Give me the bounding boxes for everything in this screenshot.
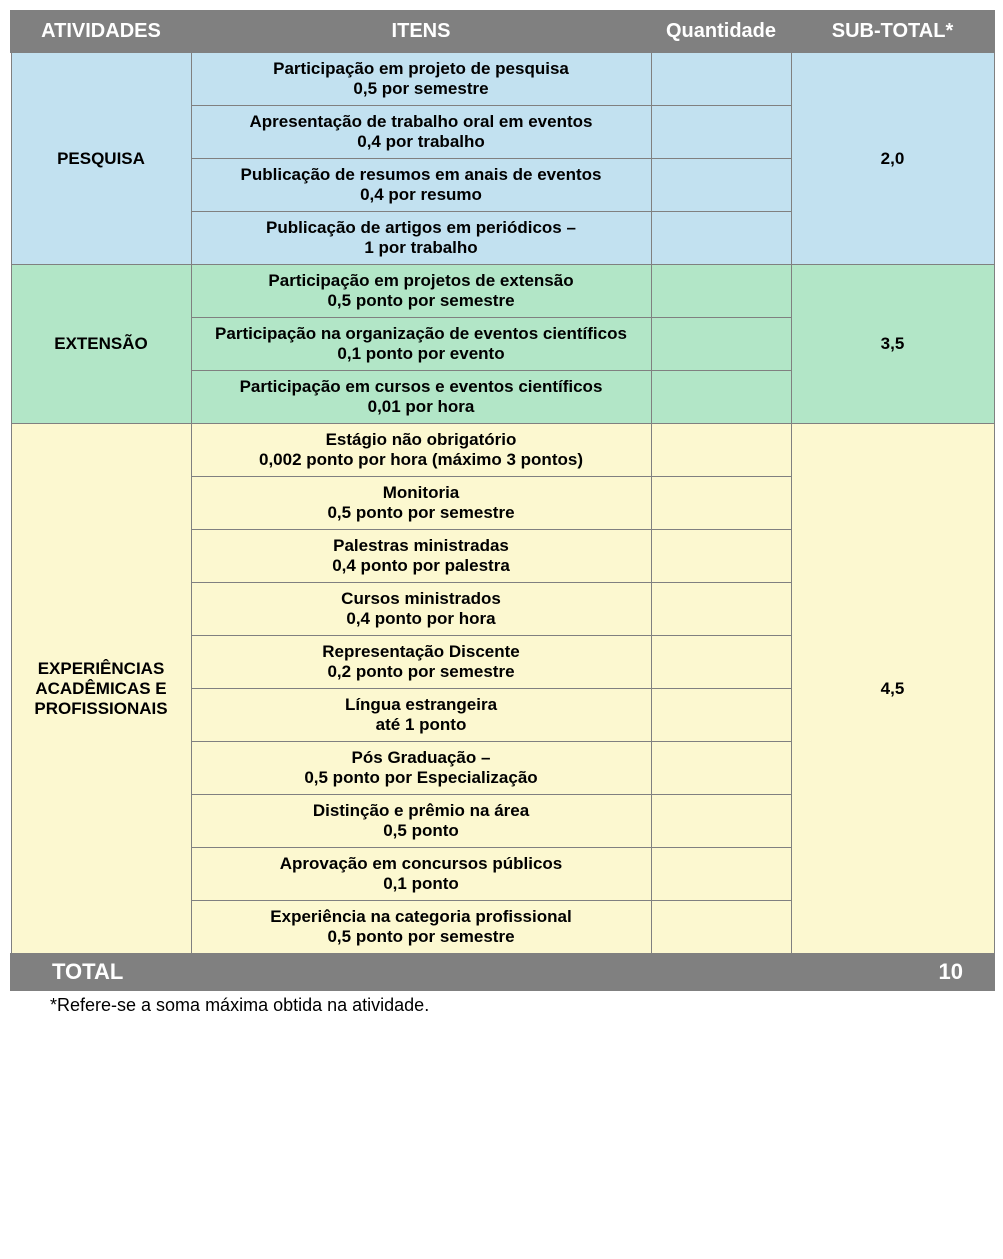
qty-cell — [651, 106, 791, 159]
activities-table: ATIVIDADES ITENS Quantidade SUB-TOTAL* P… — [10, 10, 995, 991]
item-text: Publicação de artigos em periódicos – — [196, 218, 647, 238]
section-label-extensao: EXTENSÃO — [11, 265, 191, 424]
header-quantidade: Quantidade — [651, 11, 791, 52]
item-text: Aprovação em concursos públicos — [196, 854, 647, 874]
item-cell: Participação em projeto de pesquisa 0,5 … — [191, 52, 651, 106]
item-text: 0,5 ponto por semestre — [196, 291, 647, 311]
qty-cell — [651, 212, 791, 265]
qty-cell — [651, 901, 791, 955]
item-text: Distinção e prêmio na área — [196, 801, 647, 821]
item-text: Apresentação de trabalho oral em eventos — [196, 112, 647, 132]
item-text: 0,5 ponto por semestre — [196, 503, 647, 523]
qty-cell — [651, 477, 791, 530]
item-text: Palestras ministradas — [196, 536, 647, 556]
qty-cell — [651, 530, 791, 583]
item-cell: Participação na organização de eventos c… — [191, 318, 651, 371]
item-text: 0,4 por trabalho — [196, 132, 647, 152]
qty-cell — [651, 795, 791, 848]
qty-cell — [651, 371, 791, 424]
item-text: 0,4 ponto por palestra — [196, 556, 647, 576]
qty-cell — [651, 742, 791, 795]
item-text: Participação em projeto de pesquisa — [196, 59, 647, 79]
item-cell: Participação em projetos de extensão 0,5… — [191, 265, 651, 318]
item-text: 0,5 por semestre — [196, 79, 647, 99]
item-text: Estágio não obrigatório — [196, 430, 647, 450]
subtotal-pesquisa: 2,0 — [791, 52, 994, 265]
item-text: 0,4 ponto por hora — [196, 609, 647, 629]
item-cell: Distinção e prêmio na área 0,5 ponto — [191, 795, 651, 848]
item-cell: Palestras ministradas 0,4 ponto por pale… — [191, 530, 651, 583]
item-text: 0,5 ponto — [196, 821, 647, 841]
total-value: 10 — [791, 954, 994, 990]
qty-cell — [651, 318, 791, 371]
item-text: 0,5 ponto por semestre — [196, 927, 647, 947]
item-cell: Aprovação em concursos públicos 0,1 pont… — [191, 848, 651, 901]
qty-cell — [651, 424, 791, 477]
item-cell: Representação Discente 0,2 ponto por sem… — [191, 636, 651, 689]
item-text: 0,1 ponto — [196, 874, 647, 894]
item-text: 0,2 ponto por semestre — [196, 662, 647, 682]
item-text: Língua estrangeira — [196, 695, 647, 715]
item-cell: Publicação de artigos em periódicos – 1 … — [191, 212, 651, 265]
table-row: EXPERIÊNCIAS ACADÊMICAS E PROFISSIONAIS … — [11, 424, 994, 477]
item-cell: Estágio não obrigatório 0,002 ponto por … — [191, 424, 651, 477]
qty-cell — [651, 583, 791, 636]
qty-cell — [651, 265, 791, 318]
item-text: 0,002 ponto por hora (máximo 3 pontos) — [196, 450, 647, 470]
item-text: Participação na organização de eventos c… — [196, 324, 647, 344]
item-text: 0,1 ponto por evento — [196, 344, 647, 364]
header-itens: ITENS — [191, 11, 651, 52]
item-text: 0,5 ponto por Especialização — [196, 768, 647, 788]
item-text: Participação em cursos e eventos científ… — [196, 377, 647, 397]
header-row: ATIVIDADES ITENS Quantidade SUB-TOTAL* — [11, 11, 994, 52]
item-text: 1 por trabalho — [196, 238, 647, 258]
qty-cell — [651, 52, 791, 106]
item-text: 0,01 por hora — [196, 397, 647, 417]
section-label-experiencias: EXPERIÊNCIAS ACADÊMICAS E PROFISSIONAIS — [11, 424, 191, 955]
header-subtotal: SUB-TOTAL* — [791, 11, 994, 52]
item-cell: Participação em cursos e eventos científ… — [191, 371, 651, 424]
item-cell: Cursos ministrados 0,4 ponto por hora — [191, 583, 651, 636]
total-label: TOTAL — [11, 954, 791, 990]
item-cell: Experiência na categoria profissional 0,… — [191, 901, 651, 955]
item-text: Monitoria — [196, 483, 647, 503]
item-text: 0,4 por resumo — [196, 185, 647, 205]
table-row: PESQUISA Participação em projeto de pesq… — [11, 52, 994, 106]
item-cell: Monitoria 0,5 ponto por semestre — [191, 477, 651, 530]
item-cell: Pós Graduação – 0,5 ponto por Especializ… — [191, 742, 651, 795]
subtotal-experiencias: 4,5 — [791, 424, 994, 955]
item-cell: Apresentação de trabalho oral em eventos… — [191, 106, 651, 159]
qty-cell — [651, 689, 791, 742]
item-text: Representação Discente — [196, 642, 647, 662]
qty-cell — [651, 159, 791, 212]
subtotal-extensao: 3,5 — [791, 265, 994, 424]
item-cell: Língua estrangeira até 1 ponto — [191, 689, 651, 742]
item-text: Cursos ministrados — [196, 589, 647, 609]
item-text: Pós Graduação – — [196, 748, 647, 768]
qty-cell — [651, 848, 791, 901]
qty-cell — [651, 636, 791, 689]
total-row: TOTAL 10 — [11, 954, 994, 990]
header-atividades: ATIVIDADES — [11, 11, 191, 52]
item-text: até 1 ponto — [196, 715, 647, 735]
footnote: *Refere-se a soma máxima obtida na ativi… — [50, 995, 993, 1016]
section-label-pesquisa: PESQUISA — [11, 52, 191, 265]
item-text: Publicação de resumos em anais de evento… — [196, 165, 647, 185]
item-cell: Publicação de resumos em anais de evento… — [191, 159, 651, 212]
item-text: Participação em projetos de extensão — [196, 271, 647, 291]
item-text: Experiência na categoria profissional — [196, 907, 647, 927]
table-row: EXTENSÃO Participação em projetos de ext… — [11, 265, 994, 318]
